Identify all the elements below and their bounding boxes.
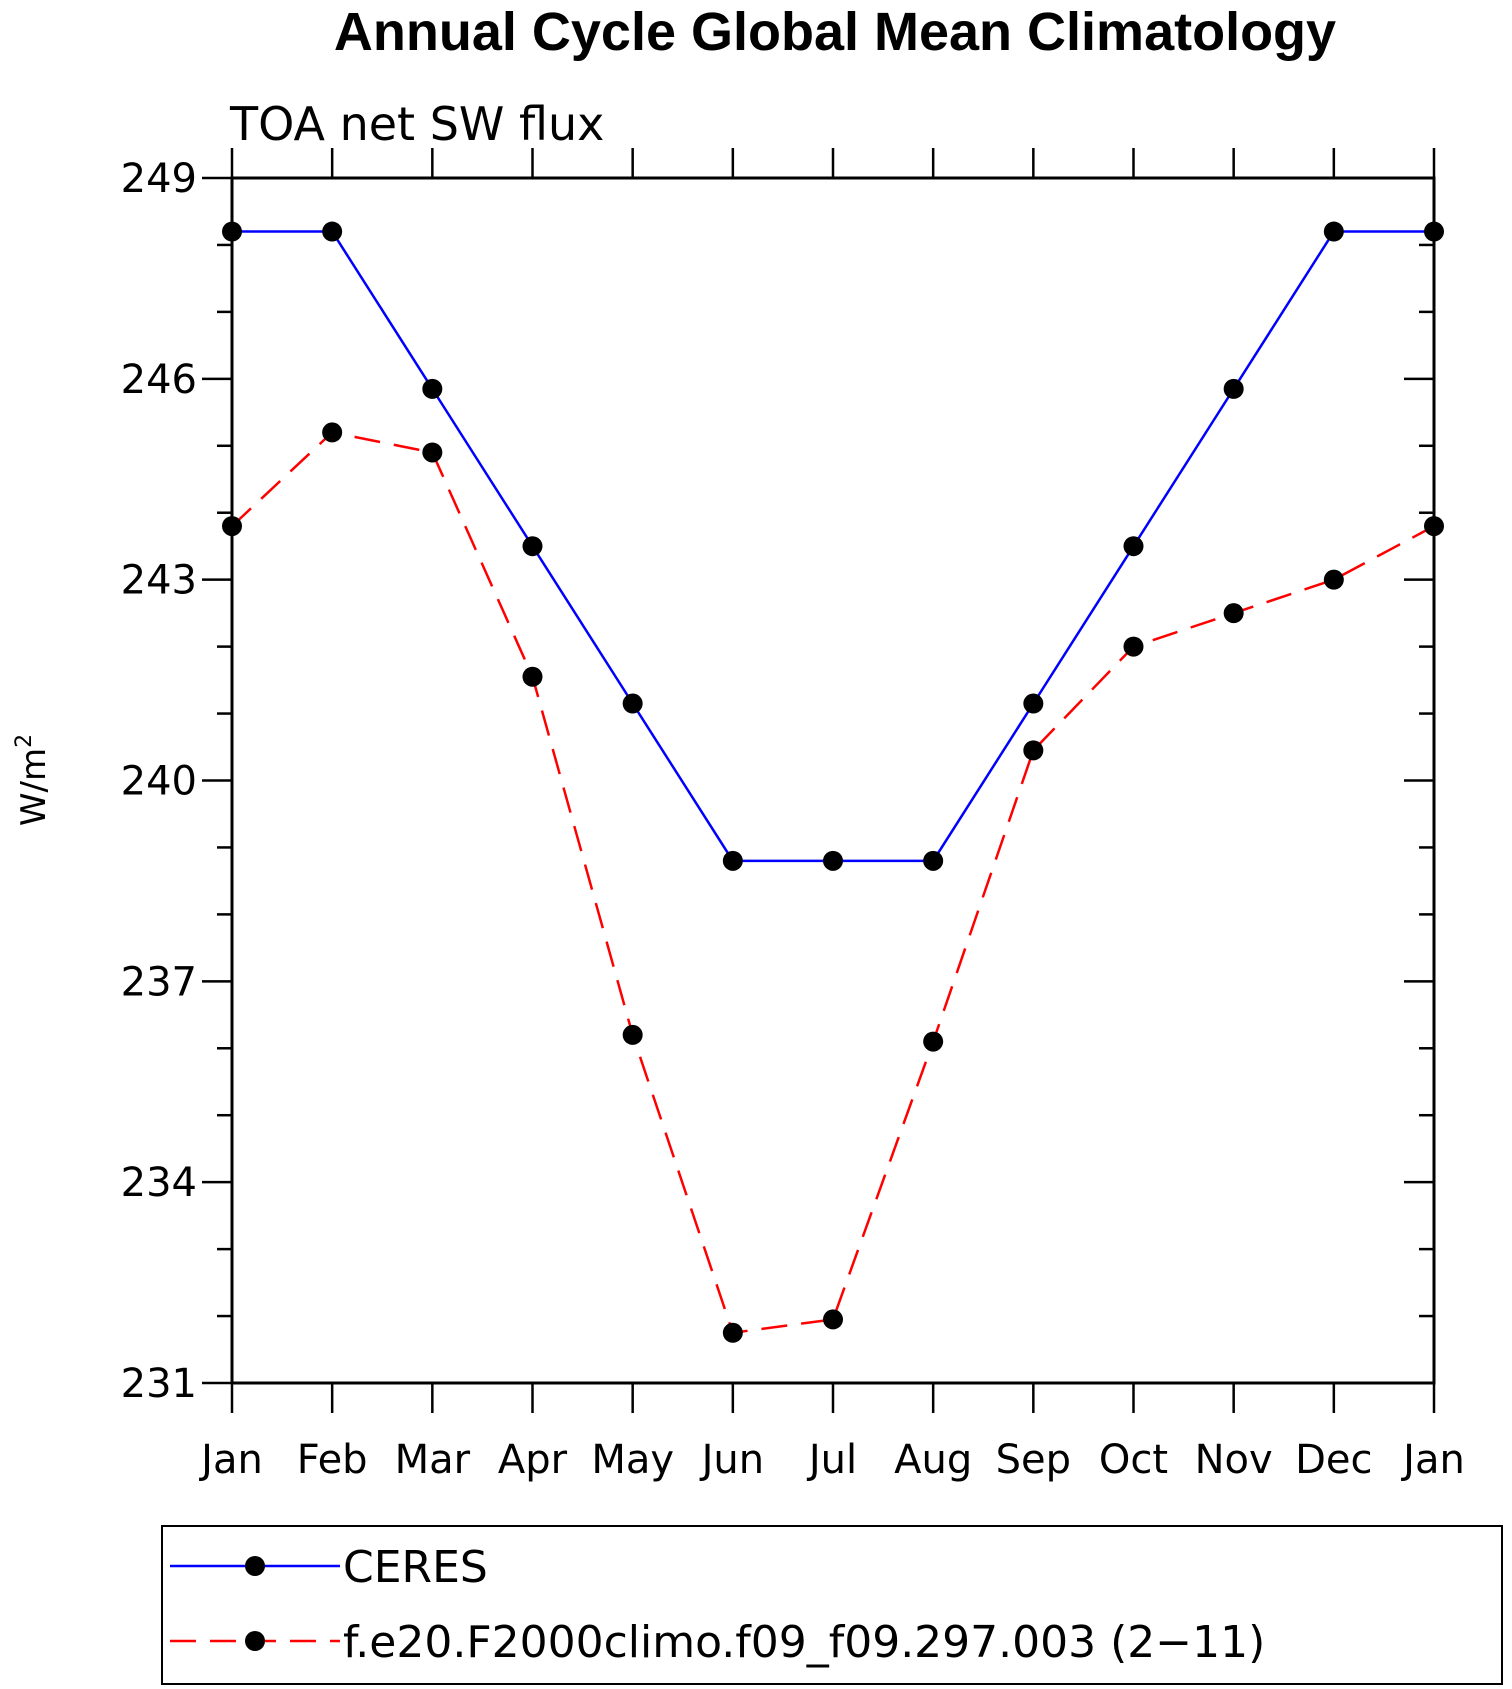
data-point-1	[1023, 740, 1044, 761]
data-point-1	[622, 1024, 643, 1045]
x-tick-label: Jan	[1400, 1437, 1465, 1483]
data-point-1	[1424, 516, 1444, 537]
data-point-1	[1323, 569, 1344, 590]
data-point-0	[722, 850, 743, 871]
legend-marker-0	[245, 1556, 265, 1576]
y-tick-label: 243	[121, 558, 197, 604]
legend-label-0: CERES	[343, 1542, 488, 1593]
y-tick-label: 240	[121, 759, 197, 805]
x-tick-label: Jan	[198, 1437, 263, 1483]
data-point-1	[1123, 636, 1144, 657]
x-tick-label: Mar	[395, 1437, 471, 1483]
x-tick-label: May	[591, 1437, 674, 1483]
y-tick-label: 231	[121, 1361, 197, 1407]
chart-subtitle: TOA net SW flux	[229, 97, 604, 151]
series-line-0	[232, 230, 1434, 863]
legend: CERES f.e20.F2000climo.f09_f09.297.003 (2…	[161, 1525, 1503, 1685]
x-tick-label: Sep	[996, 1437, 1071, 1483]
legend-label-1: f.e20.F2000climo.f09_f09.297.003 (2−11)	[343, 1617, 1265, 1668]
data-point-0	[222, 221, 242, 242]
y-axis-label: W/m2	[12, 734, 54, 826]
data-point-0	[1223, 378, 1244, 399]
series-line-1	[231, 431, 1435, 1335]
data-point-1	[722, 1322, 743, 1343]
data-point-0	[422, 378, 443, 399]
y-tick-label: 237	[121, 959, 197, 1005]
y-tick-label: 234	[121, 1160, 197, 1206]
data-point-1	[522, 666, 543, 687]
data-point-0	[1323, 221, 1344, 242]
data-point-1	[222, 516, 242, 537]
data-point-0	[1424, 221, 1444, 242]
x-tick-label: Aug	[894, 1437, 972, 1483]
y-tick-label: 249	[121, 156, 197, 202]
x-tick-label: Dec	[1295, 1437, 1372, 1483]
data-point-0	[322, 221, 343, 242]
y-axis-label-sup: 2	[12, 734, 37, 748]
x-tick-label: Apr	[498, 1437, 568, 1483]
legend-marker-1	[245, 1631, 265, 1651]
data-point-0	[823, 850, 843, 871]
x-tick-label: Oct	[1099, 1437, 1168, 1483]
data-point-1	[1223, 603, 1244, 624]
y-tick-label: 246	[121, 357, 197, 403]
data-point-1	[923, 1031, 944, 1052]
legend-box	[161, 1525, 1503, 1685]
x-tick-label: Jul	[806, 1437, 857, 1483]
x-tick-label: Jun	[699, 1437, 765, 1483]
series-lines	[222, 221, 1444, 1343]
data-point-0	[923, 850, 944, 871]
chart-title: Annual Cycle Global Mean Climatology	[334, 2, 1336, 62]
data-point-0	[522, 536, 543, 557]
data-point-1	[823, 1309, 843, 1330]
x-tick-label: Nov	[1195, 1437, 1273, 1483]
data-point-1	[422, 442, 443, 463]
data-point-0	[622, 693, 643, 714]
data-point-1	[322, 422, 343, 443]
data-point-0	[1023, 693, 1044, 714]
axes: 231 234 237 240 243 246 249 Jan Feb Mar Apr May Jun J…	[121, 148, 1465, 1483]
x-tick-label: Feb	[297, 1437, 368, 1483]
data-point-0	[1123, 536, 1144, 557]
y-axis-label-base: W/m	[14, 748, 54, 826]
